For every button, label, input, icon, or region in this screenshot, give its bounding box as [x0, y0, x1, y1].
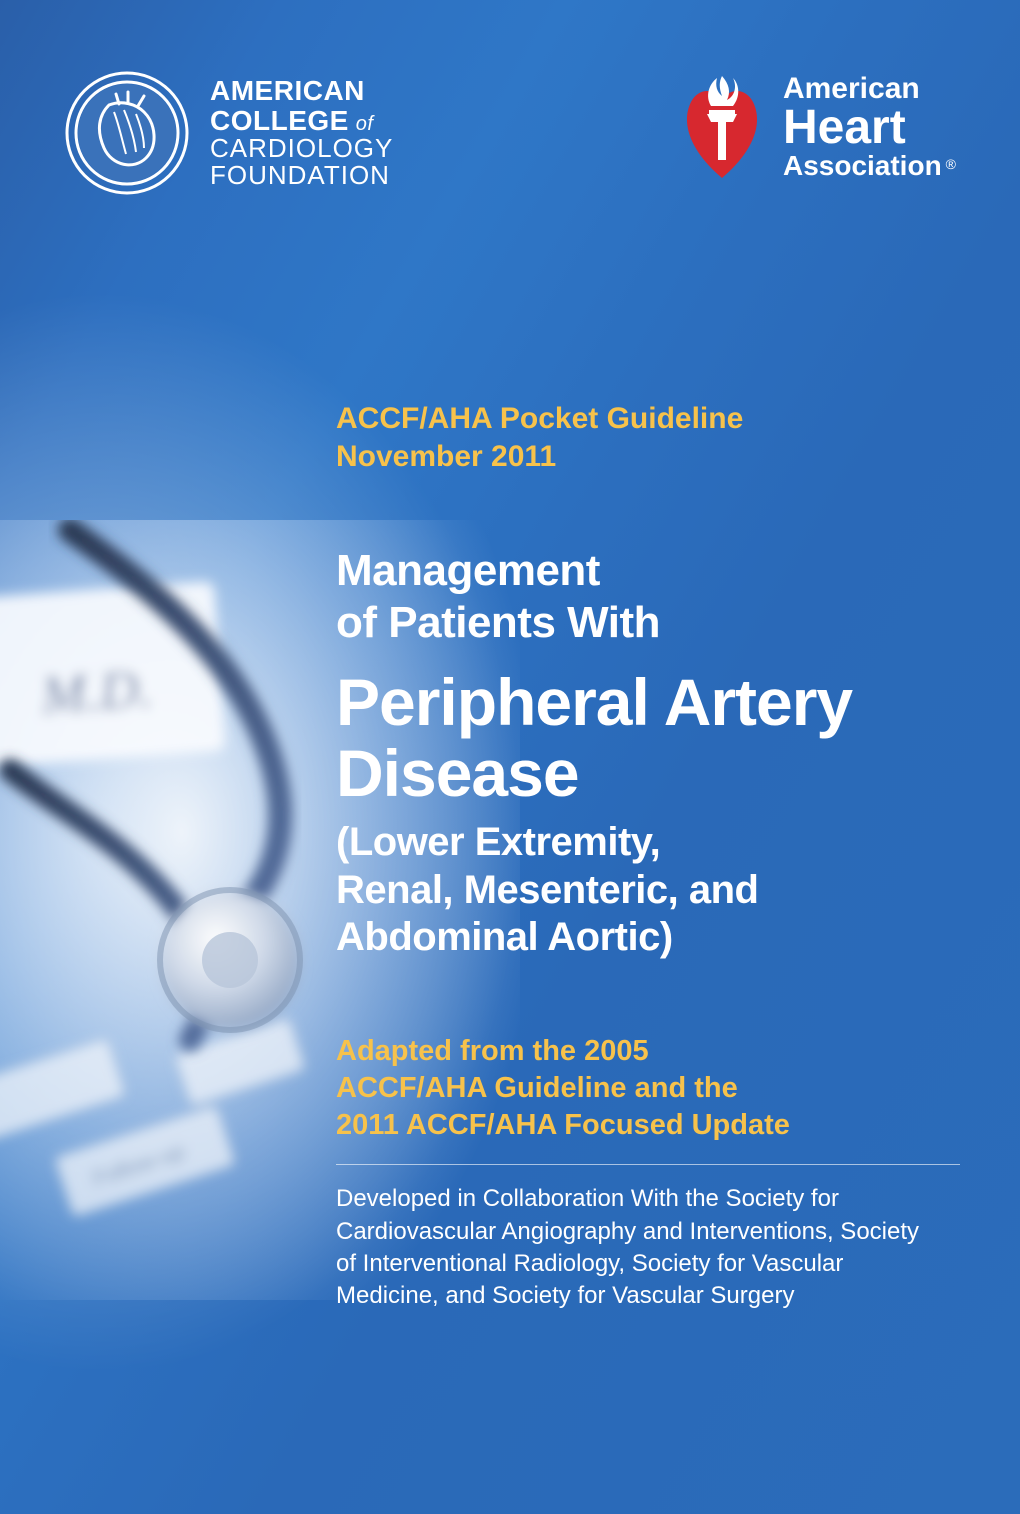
aha-line2: Heart: [783, 104, 956, 152]
collaboration-note: Developed in Collaboration With the Soci…: [336, 1183, 960, 1313]
subtitle-line1: (Lower Extremity,: [336, 819, 960, 866]
accf-line1: AMERICAN: [210, 76, 393, 105]
divider-rule: [336, 1164, 960, 1165]
mgmt-line2: of Patients With: [336, 597, 960, 649]
management-heading: Management of Patients With: [336, 545, 960, 649]
svg-text:Follow-up: Follow-up: [89, 1138, 187, 1191]
main-title-line1: Peripheral Artery: [336, 667, 960, 738]
kicker-line1: ACCF/AHA Pocket Guideline: [336, 400, 960, 438]
aha-line3: Association: [783, 150, 942, 181]
subtitle-line2: Renal, Mesenteric, and: [336, 867, 960, 914]
accf-line3: CARDIOLOGY: [210, 135, 393, 162]
aha-logo: American Heart Association®: [679, 70, 956, 184]
mgmt-line1: Management: [336, 545, 960, 597]
adapted-line2: ACCF/AHA Guideline and the: [336, 1070, 960, 1107]
aha-logo-text: American Heart Association®: [783, 74, 956, 180]
accf-seal-icon: [64, 70, 190, 196]
pocket-guideline-kicker: ACCF/AHA Pocket Guideline November 2011: [336, 400, 960, 475]
accf-logo-text: AMERICAN COLLEGE of CARDIOLOGY FOUNDATIO…: [210, 76, 393, 189]
accf-logo: AMERICAN COLLEGE of CARDIOLOGY FOUNDATIO…: [64, 70, 393, 196]
accf-line2a: COLLEGE: [210, 105, 349, 136]
logos-row: AMERICAN COLLEGE of CARDIOLOGY FOUNDATIO…: [64, 70, 956, 196]
collab-line1: Developed in Collaboration With the Soci…: [336, 1183, 960, 1215]
adapted-from: Adapted from the 2005 ACCF/AHA Guideline…: [336, 1033, 960, 1144]
main-title-line2: Disease: [336, 738, 960, 809]
adapted-line3: 2011 ACCF/AHA Focused Update: [336, 1107, 960, 1144]
collab-line2: Cardiovascular Angiography and Intervent…: [336, 1216, 960, 1248]
adapted-line1: Adapted from the 2005: [336, 1033, 960, 1070]
document-cover: M.D. Follow-up: [0, 0, 1020, 1514]
aha-registered: ®: [946, 156, 956, 172]
svg-text:M.D.: M.D.: [38, 658, 154, 726]
collab-line4: Medicine, and Society for Vascular Surge…: [336, 1280, 960, 1312]
kicker-line2: November 2011: [336, 438, 960, 476]
collab-line3: of Interventional Radiology, Society for…: [336, 1248, 960, 1280]
subtitle: (Lower Extremity, Renal, Mesenteric, and…: [336, 819, 960, 961]
content-column: ACCF/AHA Pocket Guideline November 2011 …: [336, 400, 960, 1313]
subtitle-line3: Abdominal Aortic): [336, 914, 960, 961]
main-title: Peripheral Artery Disease: [336, 667, 960, 810]
accf-line2b: of: [356, 113, 374, 135]
aha-line1: American: [783, 74, 956, 104]
accf-line4: FOUNDATION: [210, 162, 393, 189]
aha-heart-torch-icon: [679, 70, 765, 184]
